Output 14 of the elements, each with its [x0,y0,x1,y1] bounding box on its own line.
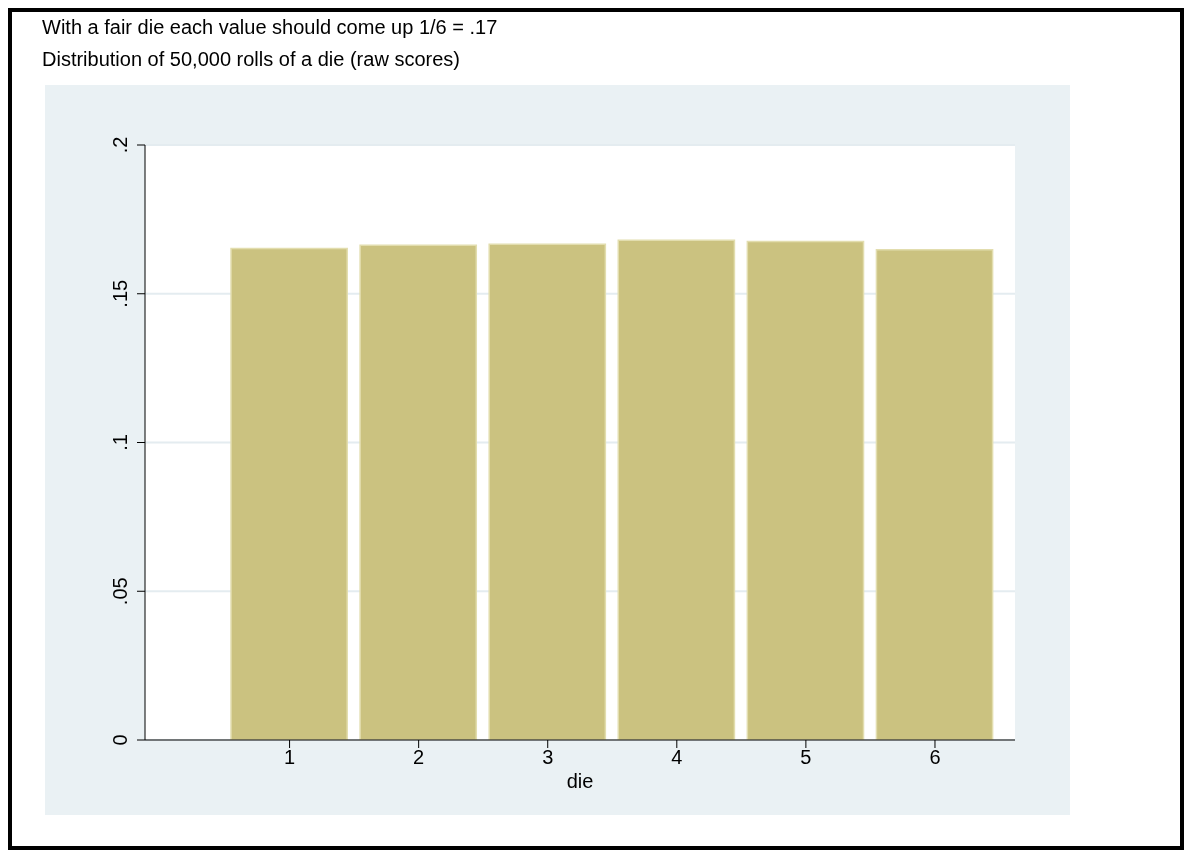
x-tick-label: 4 [671,746,683,769]
y-tick-label: .15 [109,279,131,308]
x-tick-label: 6 [929,746,941,769]
x-axis-title: die [566,770,594,792]
x-tick-label: 1 [284,746,296,769]
chart-title: With a fair die each value should come up 1/6 = .17 [42,16,498,39]
x-tick-label: 3 [542,746,554,769]
y-tick-label: 0 [109,734,131,746]
y-tick-label: .05 [109,577,131,606]
chart-subtitle: Distribution of 50,000 rolls of a die (raw scores) [42,48,460,71]
y-tick-label: .2 [109,136,131,154]
x-tick-label: 2 [413,746,425,769]
x-tick-label: 5 [800,746,812,769]
y-tick-label: .1 [109,434,131,451]
